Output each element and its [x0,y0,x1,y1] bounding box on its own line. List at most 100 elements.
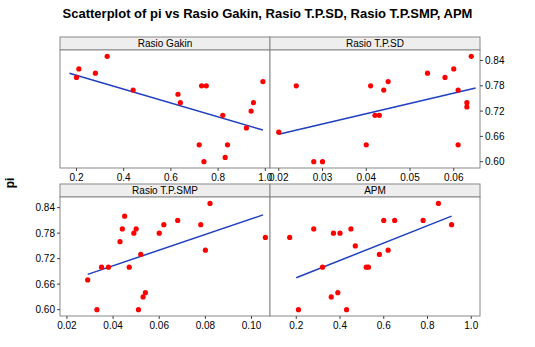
x-tick [123,168,124,171]
y-tick-label: 0.78 [36,228,56,239]
point [263,235,268,240]
fit-line [279,88,476,134]
panel-header [270,37,480,50]
x-tick [66,316,67,319]
point [175,92,180,97]
y-tick-label: 0.66 [36,279,56,290]
x-tick-label: 0.2 [289,320,303,331]
y-tick [480,111,483,112]
point [464,104,469,109]
y-axis-label: pi [3,178,17,189]
x-tick-label: 0.4 [117,172,131,183]
x-tick [410,168,411,171]
panel: APM0.20.40.60.81.0 [270,184,480,331]
point [120,226,125,231]
point [244,125,249,130]
point [199,83,204,88]
point [106,265,111,270]
y-tick [57,233,60,234]
point [175,218,180,223]
data-group [287,201,454,312]
point [386,248,391,253]
x-tick-label: 0.6 [164,172,178,183]
y-tick-label: 0.66 [485,131,505,142]
point [294,83,299,88]
point [456,142,461,147]
point [469,54,474,59]
point [105,54,110,59]
x-tick [218,168,219,171]
y-tick-label: 0.72 [485,106,505,117]
point [225,142,230,147]
fit-line [69,73,262,130]
x-tick-label: 0.04 [357,172,377,183]
point [366,265,371,270]
point [136,307,141,312]
data-group [276,54,475,165]
point [201,159,206,164]
point [249,109,254,114]
x-tick-label: 0.4 [333,320,347,331]
point [377,252,382,257]
point [329,294,334,299]
x-tick-label: 0.03 [313,172,333,183]
y-tick [57,309,60,310]
y-tick-label: 0.84 [485,55,505,66]
plot-frame [60,197,270,316]
point [74,75,79,80]
panel-title: Rasio Gakin [138,38,192,49]
y-tick [57,284,60,285]
x-tick-label: 0.6 [377,320,391,331]
y-tick [480,85,483,86]
y-tick-label: 0.60 [36,304,56,315]
x-tick-label: 0.02 [269,172,289,183]
point [449,222,454,227]
point [207,201,212,206]
point [331,231,336,236]
panel: Rasio Gakin0.20.40.60.81.0 [60,37,273,183]
x-tick-label: 0.06 [444,172,464,183]
point [276,130,281,135]
plot-frame [60,50,270,168]
point [223,155,228,160]
y-tick [57,258,60,259]
x-tick-label: 1.0 [464,320,478,331]
point [442,75,447,80]
panel-title: Rasio T.P.SMP [132,185,198,196]
point [456,87,461,92]
x-tick-label: 0.05 [400,172,420,183]
point [178,100,183,105]
point [117,239,122,244]
point [127,265,132,270]
x-tick-label: 0.04 [103,320,123,331]
point [364,142,369,147]
background [0,0,535,347]
x-tick [366,168,367,171]
point [76,66,81,71]
point [99,265,104,270]
point [203,248,208,253]
point [421,218,426,223]
point [157,231,162,236]
point [377,113,382,118]
x-tick-label: 0.8 [211,172,225,183]
point [320,159,325,164]
point [368,83,373,88]
data-group [69,54,265,165]
point [143,290,148,295]
point [436,201,441,206]
point [425,71,430,76]
point [353,243,358,248]
point [198,222,203,227]
y-tick-label: 0.72 [36,253,56,264]
point [138,252,143,257]
x-tick-label: 0.8 [421,320,435,331]
plot-frame [270,50,480,168]
x-tick [113,316,114,319]
point [381,218,386,223]
plot-frame [270,197,480,316]
point [94,307,99,312]
x-tick [296,316,297,319]
y-tick [57,207,60,208]
point [392,218,397,223]
